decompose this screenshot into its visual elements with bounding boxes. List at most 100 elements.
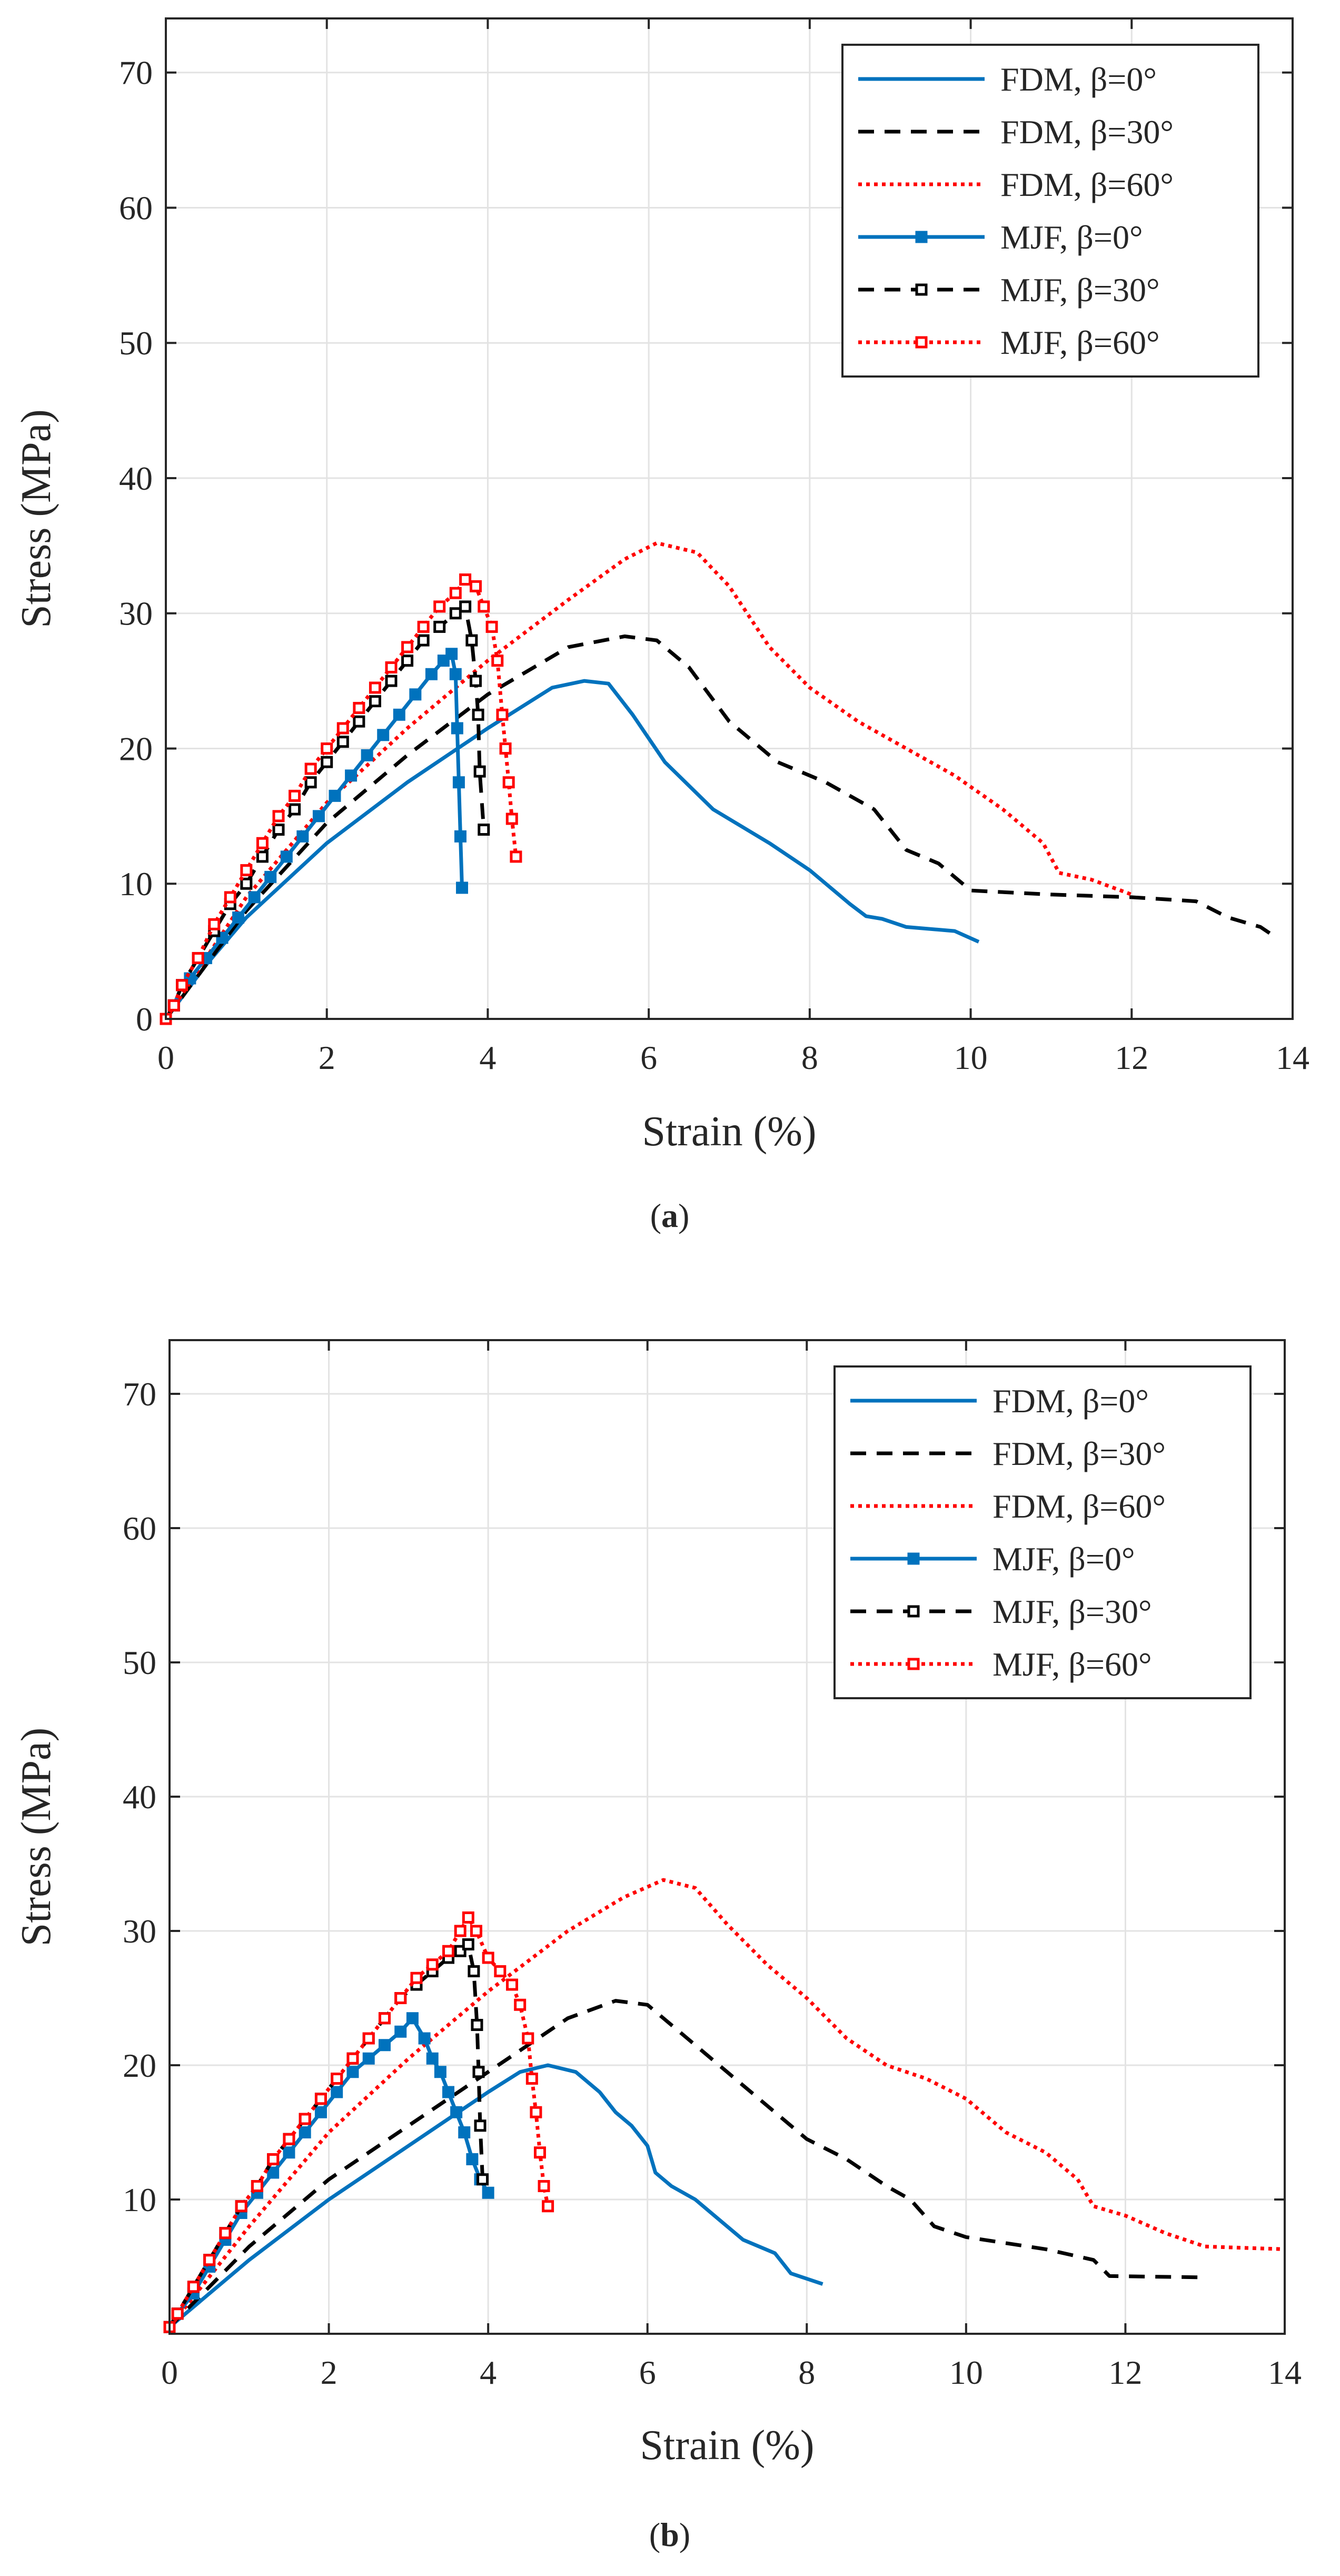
series-4-point-17 <box>393 708 405 721</box>
series-6-point-19 <box>433 600 446 613</box>
legend-label-3: FDM, β=60° <box>1000 166 1174 203</box>
y-tick-label: 10 <box>119 865 153 903</box>
legend-marker-6 <box>907 1658 920 1670</box>
y-tick-label: 40 <box>123 1778 156 1816</box>
series-6-point-27 <box>499 742 512 755</box>
series-4-point-15 <box>361 749 373 761</box>
series-line-1 <box>168 2063 823 2329</box>
series-6-point-15 <box>378 2012 391 2025</box>
y-tick-label: 70 <box>119 54 153 92</box>
series-4-point-25 <box>454 830 466 843</box>
y-tick-label: 60 <box>119 189 153 226</box>
series-6-point-11 <box>304 762 317 775</box>
series-4-point-13 <box>329 789 341 802</box>
series-6-point-26 <box>514 1998 527 2011</box>
series-6-point-24 <box>494 1965 507 1977</box>
legend-marker-4 <box>915 231 928 243</box>
x-tick-label: 0 <box>161 2354 178 2391</box>
series-6-point-20 <box>449 587 462 599</box>
series-5-point-22 <box>468 1965 480 1977</box>
series-6-point-2 <box>171 2307 184 2320</box>
legend-label-3: FDM, β=60° <box>992 1488 1166 1525</box>
series-5-point-25 <box>473 765 486 778</box>
series-group <box>163 1878 1285 2333</box>
y-tick-label: 10 <box>123 2181 156 2218</box>
series-6-point-17 <box>401 641 414 653</box>
x-tick-label: 14 <box>1276 1039 1309 1076</box>
ticks: 0 2 4 6 8 10 12 14 10 20 30 40 50 60 70 <box>123 1340 1302 2391</box>
x-tick-label: 2 <box>321 2354 338 2391</box>
y-tick-label: 40 <box>119 460 153 497</box>
series-line-1 <box>164 679 980 1021</box>
series-6-point-8 <box>256 837 269 849</box>
series-6-point-31 <box>538 2180 550 2192</box>
panel-caption: (a) <box>650 1197 690 1234</box>
series-6-point-28 <box>502 776 515 789</box>
series-line-3 <box>164 541 1133 1020</box>
series-line-6 <box>164 578 518 1020</box>
series-6-point-29 <box>530 2106 542 2118</box>
series-4-point-23 <box>451 722 463 735</box>
series-6-point-23 <box>478 600 490 613</box>
series-6-point-7 <box>251 2180 263 2192</box>
series-6-point-7 <box>240 864 253 877</box>
series-6-point-13 <box>346 2052 359 2065</box>
x-tick-label: 10 <box>949 2354 983 2391</box>
y-tick-label: 20 <box>119 730 153 767</box>
plot-frame <box>165 17 1294 1020</box>
series-6-point-4 <box>203 2254 216 2266</box>
series-5-point-9 <box>272 824 285 836</box>
series-4-point-14 <box>362 2052 375 2065</box>
series-4-point-8 <box>248 891 261 904</box>
series-5-point-24 <box>472 2066 485 2078</box>
series-5-point-19 <box>433 620 446 633</box>
series-6-point-3 <box>176 979 188 992</box>
series-4-point-8 <box>267 2166 280 2179</box>
series-5-point-16 <box>385 675 398 687</box>
series-4-point-22 <box>450 2106 463 2118</box>
series-6-point-12 <box>331 2073 343 2085</box>
series-6-point-12 <box>321 742 333 755</box>
x-axis-label: Strain (%) <box>642 1108 816 1155</box>
series-4-point-22 <box>449 668 462 680</box>
series-4-point-26 <box>456 881 469 894</box>
series-6-point-10 <box>289 789 301 802</box>
series-5-point-25 <box>474 2119 487 2132</box>
series-4-point-20 <box>434 2066 446 2078</box>
series-6-point-13 <box>336 722 349 735</box>
legend-label-5: MJF, β=30° <box>992 1593 1152 1630</box>
series-6-point-14 <box>362 2032 375 2045</box>
series-5-point-20 <box>449 607 462 620</box>
legend-label-2: FDM, β=30° <box>1000 113 1174 151</box>
series-5-point-15 <box>369 695 381 708</box>
series-5-point-8 <box>256 850 269 863</box>
series-6-point-20 <box>454 1925 466 1937</box>
x-tick-label: 10 <box>954 1039 988 1076</box>
series-4-point-11 <box>296 830 309 843</box>
series-6-point-30 <box>510 850 522 863</box>
series-5-point-18 <box>417 634 430 647</box>
series-6-point-18 <box>426 1958 439 1971</box>
series-4-point-21 <box>442 2086 454 2098</box>
series-5-point-26 <box>477 2173 489 2186</box>
panel-a: 0 2 4 6 8 10 12 14 0 10 20 30 40 50 60 70 Strain (%) Stre… <box>13 17 1309 1234</box>
series-6-point-17 <box>410 1971 423 1984</box>
series-6-point-21 <box>462 1911 474 1924</box>
legend-label-4: MJF, β=0° <box>992 1540 1135 1578</box>
series-4-point-16 <box>394 2025 407 2038</box>
legend: FDM, β=0° FDM, β=30° FDM, β=60° MJF, β=0° MJ… <box>833 1365 1252 1699</box>
series-4-point-18 <box>418 2032 431 2045</box>
series-6-point-9 <box>283 2133 295 2145</box>
legend-label-4: MJF, β=0° <box>1000 219 1143 256</box>
series-line-2 <box>168 1999 1205 2329</box>
ticks: 0 2 4 6 8 10 12 14 0 10 20 30 40 50 60 70 <box>119 18 1309 1076</box>
series-4-point-9 <box>283 2146 295 2159</box>
series-4-point-21 <box>445 648 458 660</box>
series-5-point-23 <box>471 2019 483 2031</box>
legend-marker-5 <box>907 1605 920 1618</box>
series-6-point-5 <box>208 918 221 930</box>
x-tick-label: 0 <box>157 1039 174 1076</box>
series-6-point-18 <box>417 620 430 633</box>
legend-box <box>841 44 1259 378</box>
series-6-point-29 <box>505 813 518 825</box>
